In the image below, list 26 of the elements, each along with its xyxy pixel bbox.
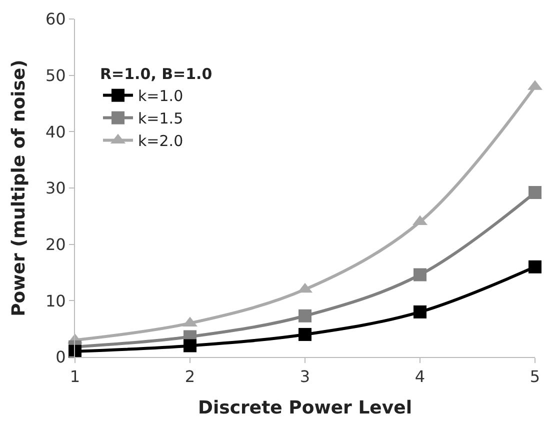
- legend-label: k=2.0: [138, 132, 184, 150]
- point: [414, 305, 426, 318]
- y-tick-label: 20: [45, 234, 66, 254]
- y-tick-label: 50: [45, 66, 66, 85]
- legend-label: k=1.0: [138, 87, 184, 106]
- x-tick-label: 4: [414, 367, 426, 386]
- point: [298, 309, 312, 322]
- point: [528, 260, 542, 274]
- x-tick-label: 2: [184, 367, 196, 386]
- legend-title: R=1.0, B=1.0: [100, 65, 212, 84]
- y-tick-label: 0: [56, 348, 66, 367]
- x-tick-label: 1: [70, 367, 80, 386]
- x-tick-label: 3: [300, 367, 310, 386]
- point: [298, 328, 312, 341]
- y-tick-label: 40: [45, 122, 66, 142]
- y-tick-label: 10: [45, 291, 66, 310]
- y-tick-label: 60: [45, 10, 66, 29]
- point: [414, 268, 426, 282]
- y-tick-label: 30: [45, 178, 66, 198]
- y-axis-title: Power (multiple of noise): [8, 60, 30, 316]
- point: [184, 339, 196, 352]
- x-tick-label: 5: [530, 367, 540, 386]
- x-axis-title: Discrete Power Level: [198, 397, 412, 418]
- point: [68, 344, 82, 358]
- legend-label: k=1.5: [138, 110, 184, 128]
- point: [528, 186, 542, 200]
